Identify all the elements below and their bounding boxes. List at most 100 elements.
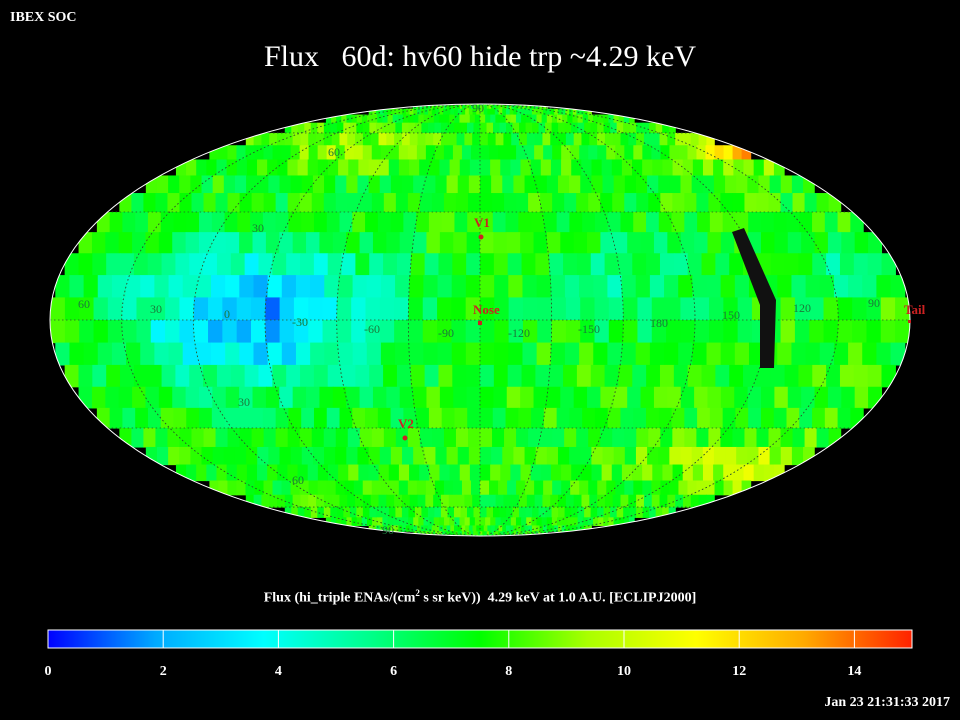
flux-pixel	[655, 122, 663, 134]
flux-pixel	[769, 175, 782, 194]
flux-pixel	[349, 507, 357, 518]
flux-pixel	[299, 193, 313, 213]
flux-pixel	[172, 386, 187, 409]
flux-pixel	[93, 297, 109, 321]
flux-pixel	[336, 320, 352, 344]
flux-pixel	[480, 531, 483, 536]
flux-pixel	[543, 212, 558, 233]
flux-pixel	[227, 428, 241, 448]
lon-label: 0	[224, 307, 230, 321]
flux-pixel	[428, 114, 435, 124]
flux-pixel	[438, 114, 445, 124]
flux-pixel	[637, 320, 653, 344]
flux-pixel	[423, 114, 430, 124]
flux-pixel	[136, 320, 152, 344]
flux-pixel	[199, 407, 213, 429]
flux-pixel	[490, 517, 497, 527]
flux-pixel	[576, 193, 589, 213]
flux-pixel	[237, 407, 251, 429]
marker-v2: V2	[398, 416, 414, 441]
flux-pixel	[542, 132, 551, 146]
flux-pixel	[335, 446, 347, 466]
flux-pixel	[365, 320, 381, 344]
flux-pixel	[310, 275, 325, 299]
flux-pixel	[653, 386, 668, 409]
flux-pixel	[324, 175, 336, 194]
flux-pixel	[372, 386, 387, 409]
flux-pixel	[489, 534, 492, 536]
flux-pixel	[853, 253, 869, 276]
flux-pixel	[336, 297, 352, 321]
flux-pixel	[64, 320, 80, 344]
flux-pixel	[483, 104, 485, 106]
colorbar-title-prefix: Flux (hi_triple ENAs/(cm	[263, 590, 416, 606]
flux-pixel	[539, 525, 544, 532]
flux-pixel	[729, 253, 744, 276]
flux-pixel	[480, 275, 495, 299]
flux-pixel	[543, 407, 558, 429]
flux-pixel	[267, 275, 283, 299]
flux-pixel	[372, 232, 387, 254]
flux-pixel	[292, 132, 302, 146]
flux-pixel	[257, 159, 268, 177]
flux-pixel	[507, 364, 523, 388]
flux-pixel	[535, 364, 550, 388]
flux-pixel	[503, 132, 512, 146]
flux-pixel	[692, 464, 704, 482]
flux-pixel	[442, 108, 448, 116]
flux-pixel	[621, 464, 633, 482]
flux-pixel	[669, 145, 680, 161]
meridian-line	[407, 104, 553, 536]
flux-pixel	[587, 386, 602, 409]
flux-pixel	[562, 114, 568, 124]
flux-pixel	[472, 534, 474, 536]
flux-pixel	[587, 108, 592, 116]
flux-pixel	[524, 525, 529, 532]
flux-pixel	[239, 193, 253, 213]
flux-pixel	[522, 297, 538, 321]
flux-pixel	[462, 104, 465, 106]
flux-pixel	[437, 275, 453, 299]
flux-pixel	[706, 275, 722, 299]
flux-pixel	[245, 132, 255, 146]
flux-pixel	[809, 320, 825, 344]
flux-pixel	[78, 364, 93, 388]
flux-pixel	[632, 364, 647, 388]
flux-pixel	[425, 494, 434, 508]
flux-pixel	[335, 428, 349, 448]
flux-pixel	[540, 428, 553, 448]
flux-pixel	[558, 507, 566, 518]
flux-pixel	[876, 342, 892, 366]
flux-pixel	[527, 531, 530, 536]
flux-pixel	[543, 525, 548, 532]
flux-pixel	[534, 132, 544, 146]
lon-label: 150	[722, 308, 740, 322]
flux-pixel	[107, 297, 123, 321]
flux-pixel	[706, 342, 722, 366]
flux-pixel	[379, 525, 385, 532]
flux-pixel	[265, 386, 280, 409]
flux-pixel	[336, 507, 344, 518]
flux-pixel	[369, 253, 384, 276]
flux-pixel	[353, 145, 364, 161]
flux-pixel	[687, 364, 703, 388]
flux-pixel	[443, 145, 454, 161]
flux-pixel	[494, 525, 500, 532]
flux-pixel	[480, 212, 494, 233]
latitude-labels: 90 60 30 30 60 90	[238, 101, 484, 537]
flux-pixel	[490, 464, 501, 482]
flux-pixel	[267, 342, 283, 366]
flux-pixel	[696, 193, 709, 213]
flux-pixel	[293, 297, 309, 321]
flux-pixel	[466, 364, 481, 388]
flux-pixel	[510, 159, 522, 177]
flux-pixel	[587, 114, 594, 124]
flux-pixel	[570, 480, 580, 496]
flux-pixel	[659, 132, 668, 146]
flux-pixel	[284, 122, 292, 134]
flux-pixel	[422, 320, 438, 344]
flux-pixel	[503, 494, 512, 508]
flux-pixel	[606, 145, 616, 161]
flux-pixel	[611, 464, 623, 482]
